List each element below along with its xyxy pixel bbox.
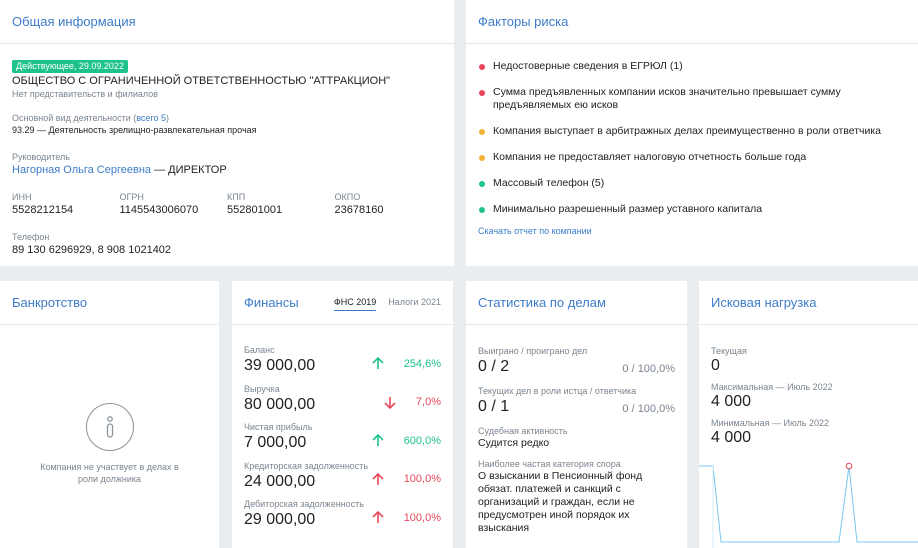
head-line: Нагорная Ольга Сергеевна — ДИРЕКТОР (12, 163, 442, 177)
ogrn-block: ОГРН 1145543006070 (120, 191, 228, 217)
case-stats-card: Статистика по делам Выиграно / проиграно… (466, 281, 687, 548)
risk-item[interactable]: Минимально разрешенный размер уставного … (478, 203, 906, 216)
finance-row-revenue: Выручка 80 000,00 7,0% (244, 383, 441, 413)
phone-value: 89 130 6296929, 8 908 1021402 (12, 244, 172, 256)
risk-level-dot (479, 155, 485, 161)
won-lost-value: 0 / 2 (478, 358, 510, 375)
current-load-value: 0 (711, 357, 720, 374)
won-lost-block: Выиграно / проиграно дел 0 / 2 0 / 100,0… (478, 346, 675, 375)
arrow-up-icon (372, 357, 394, 370)
finance-list: Баланс 39 000,00 254,6% Выручка 80 000,0… (232, 325, 453, 538)
finance-card: Финансы ФНС 2019 Налоги 2021 Баланс 39 0… (232, 281, 453, 548)
risk-item[interactable]: Недостоверные сведения в ЕГРЮЛ (1) (478, 60, 906, 73)
activity-all-link[interactable]: всего 5 (136, 113, 167, 123)
plaintiff-defendant-value: 0 / 1 (478, 398, 510, 415)
plaintiff-defendant-percent: 0 / 100,0% (622, 403, 675, 415)
finance-value: 7 000,00 (244, 434, 307, 451)
risk-factors-header: Факторы риска (466, 0, 918, 44)
bankruptcy-status-text: Компания не участвует в делах в роли дол… (40, 462, 179, 484)
finance-row-balance: Баланс 39 000,00 254,6% (244, 345, 441, 374)
risk-item[interactable]: Компания выступает в арбитражных делах п… (478, 125, 906, 138)
arrow-up-icon (372, 472, 394, 486)
claim-load-sparkline (699, 462, 918, 548)
tab-fns-2019[interactable]: ФНС 2019 (333, 294, 377, 311)
okpo-value: 23678160 (334, 204, 384, 216)
bankruptcy-card: Банкротство Компания не участвует в дела… (0, 281, 219, 548)
tab-taxes-2021[interactable]: Налоги 2021 (388, 297, 441, 307)
claim-load-card: Исковая нагрузка Текущая 0 Максимальная … (699, 281, 918, 548)
company-ids: ИНН 5528212154 ОГРН 1145543006070 КПП 55280… (12, 191, 442, 217)
max-load-block: Максимальная — Июль 2022 4 000 (711, 381, 906, 411)
finance-change: 7,0% (384, 396, 441, 409)
finance-row-receivables: Дебиторская задолженность 29 000,00 100,… (244, 499, 441, 528)
kpp-value: 552801001 (227, 204, 283, 216)
kpp-block: КПП 552801001 (227, 191, 335, 217)
general-info-card: Общая информация Действующее, 29.09.2022… (0, 0, 454, 266)
arrow-up-icon (372, 434, 394, 447)
activity-value: 93.29 — Деятельность зрелищно-развлекате… (12, 125, 257, 135)
current-load-block: Текущая 0 (711, 345, 906, 375)
company-name: ОБЩЕСТВО С ОГРАНИЧЕННОЙ ОТВЕТСТВЕННОСТЬЮ… (12, 75, 391, 87)
general-info-header: Общая информация (0, 0, 454, 44)
finance-change: 254,6% (372, 357, 441, 370)
finance-title: Финансы (244, 295, 299, 310)
won-lost-percent: 0 / 100,0% (622, 363, 675, 375)
finance-row-payables: Кредиторская задолженность 24 000,00 100… (244, 460, 441, 490)
risk-level-dot (479, 129, 485, 135)
risk-level-dot (479, 207, 485, 213)
branches-note: Нет представительств и филиалов (12, 89, 159, 99)
finance-value: 24 000,00 (244, 472, 316, 490)
dispute-category-value: О взыскании в Пенсионный фонд обязат. пл… (478, 470, 643, 534)
court-activity-value: Судится редко (478, 437, 550, 449)
max-load-value: 4 000 (711, 393, 752, 410)
bankruptcy-header: Банкротство (0, 281, 219, 325)
info-icon (85, 403, 134, 451)
finance-change: 100,0% (372, 511, 441, 524)
arrow-down-icon (384, 396, 406, 409)
ogrn-value: 1145543006070 (119, 204, 199, 216)
activity-label: Основной вид деятельности (всего 5) (12, 113, 170, 123)
court-activity-block: Судебная активность Судится редко (478, 425, 675, 450)
risk-level-dot (479, 64, 485, 70)
risk-factors-title: Факторы риска (478, 14, 569, 29)
case-stats-title: Статистика по делам (478, 295, 606, 310)
risk-factors-card: Факторы риска Недостоверные сведения в Е… (466, 0, 918, 266)
finance-value: 80 000,00 (244, 395, 316, 413)
risk-level-dot (479, 181, 485, 187)
phone-label: Телефон (12, 232, 50, 242)
risk-list: Недостоверные сведения в ЕГРЮЛ (1) Сумма… (466, 44, 918, 236)
inn-block: ИНН 5528212154 (12, 191, 120, 217)
risk-item[interactable]: Сумма предъявленных компании исков значи… (478, 86, 906, 112)
finance-row-profit: Чистая прибыль 7 000,00 600,0% (244, 422, 441, 451)
okpo-block: ОКПО 23678160 (335, 191, 443, 217)
sparkline-line (699, 465, 918, 543)
dispute-category-block: Наиболее частая категория спора О взыска… (478, 458, 675, 535)
arrow-up-icon (372, 511, 394, 524)
finance-change: 600,0% (372, 434, 441, 447)
case-stats-header: Статистика по делам (466, 281, 687, 325)
finance-change: 100,0% (372, 472, 441, 486)
inn-value: 5528212154 (12, 204, 74, 216)
general-info-title: Общая информация (12, 14, 136, 29)
head-name-link[interactable]: Нагорная Ольга Сергеевна (12, 164, 152, 176)
claim-load-header: Исковая нагрузка (699, 281, 918, 325)
plaintiff-defendant-block: Текущих дел в роли истца / ответчика 0 /… (478, 386, 675, 415)
download-report-link[interactable]: Скачать отчет по компании (478, 226, 592, 236)
min-load-value: 4 000 (711, 429, 752, 446)
min-load-block: Минимальная — Июль 2022 4 000 (711, 417, 906, 447)
risk-level-dot (479, 90, 485, 96)
finance-value: 29 000,00 (244, 511, 316, 528)
risk-item[interactable]: Компания не предоставляет налоговую отче… (478, 151, 906, 164)
finance-header: Финансы ФНС 2019 Налоги 2021 (232, 281, 453, 325)
status-badge: Действующее, 29.09.2022 (12, 60, 128, 73)
claim-load-title: Исковая нагрузка (711, 295, 817, 310)
finance-tabs: ФНС 2019 Налоги 2021 (333, 294, 441, 311)
head-role: — ДИРЕКТОР (151, 164, 227, 176)
finance-value: 39 000,00 (244, 357, 316, 374)
head-label: Руководитель (12, 152, 70, 162)
sparkline-marker (845, 462, 853, 470)
bankruptcy-title: Банкротство (12, 295, 88, 310)
risk-item[interactable]: Массовый телефон (5) (478, 177, 906, 190)
